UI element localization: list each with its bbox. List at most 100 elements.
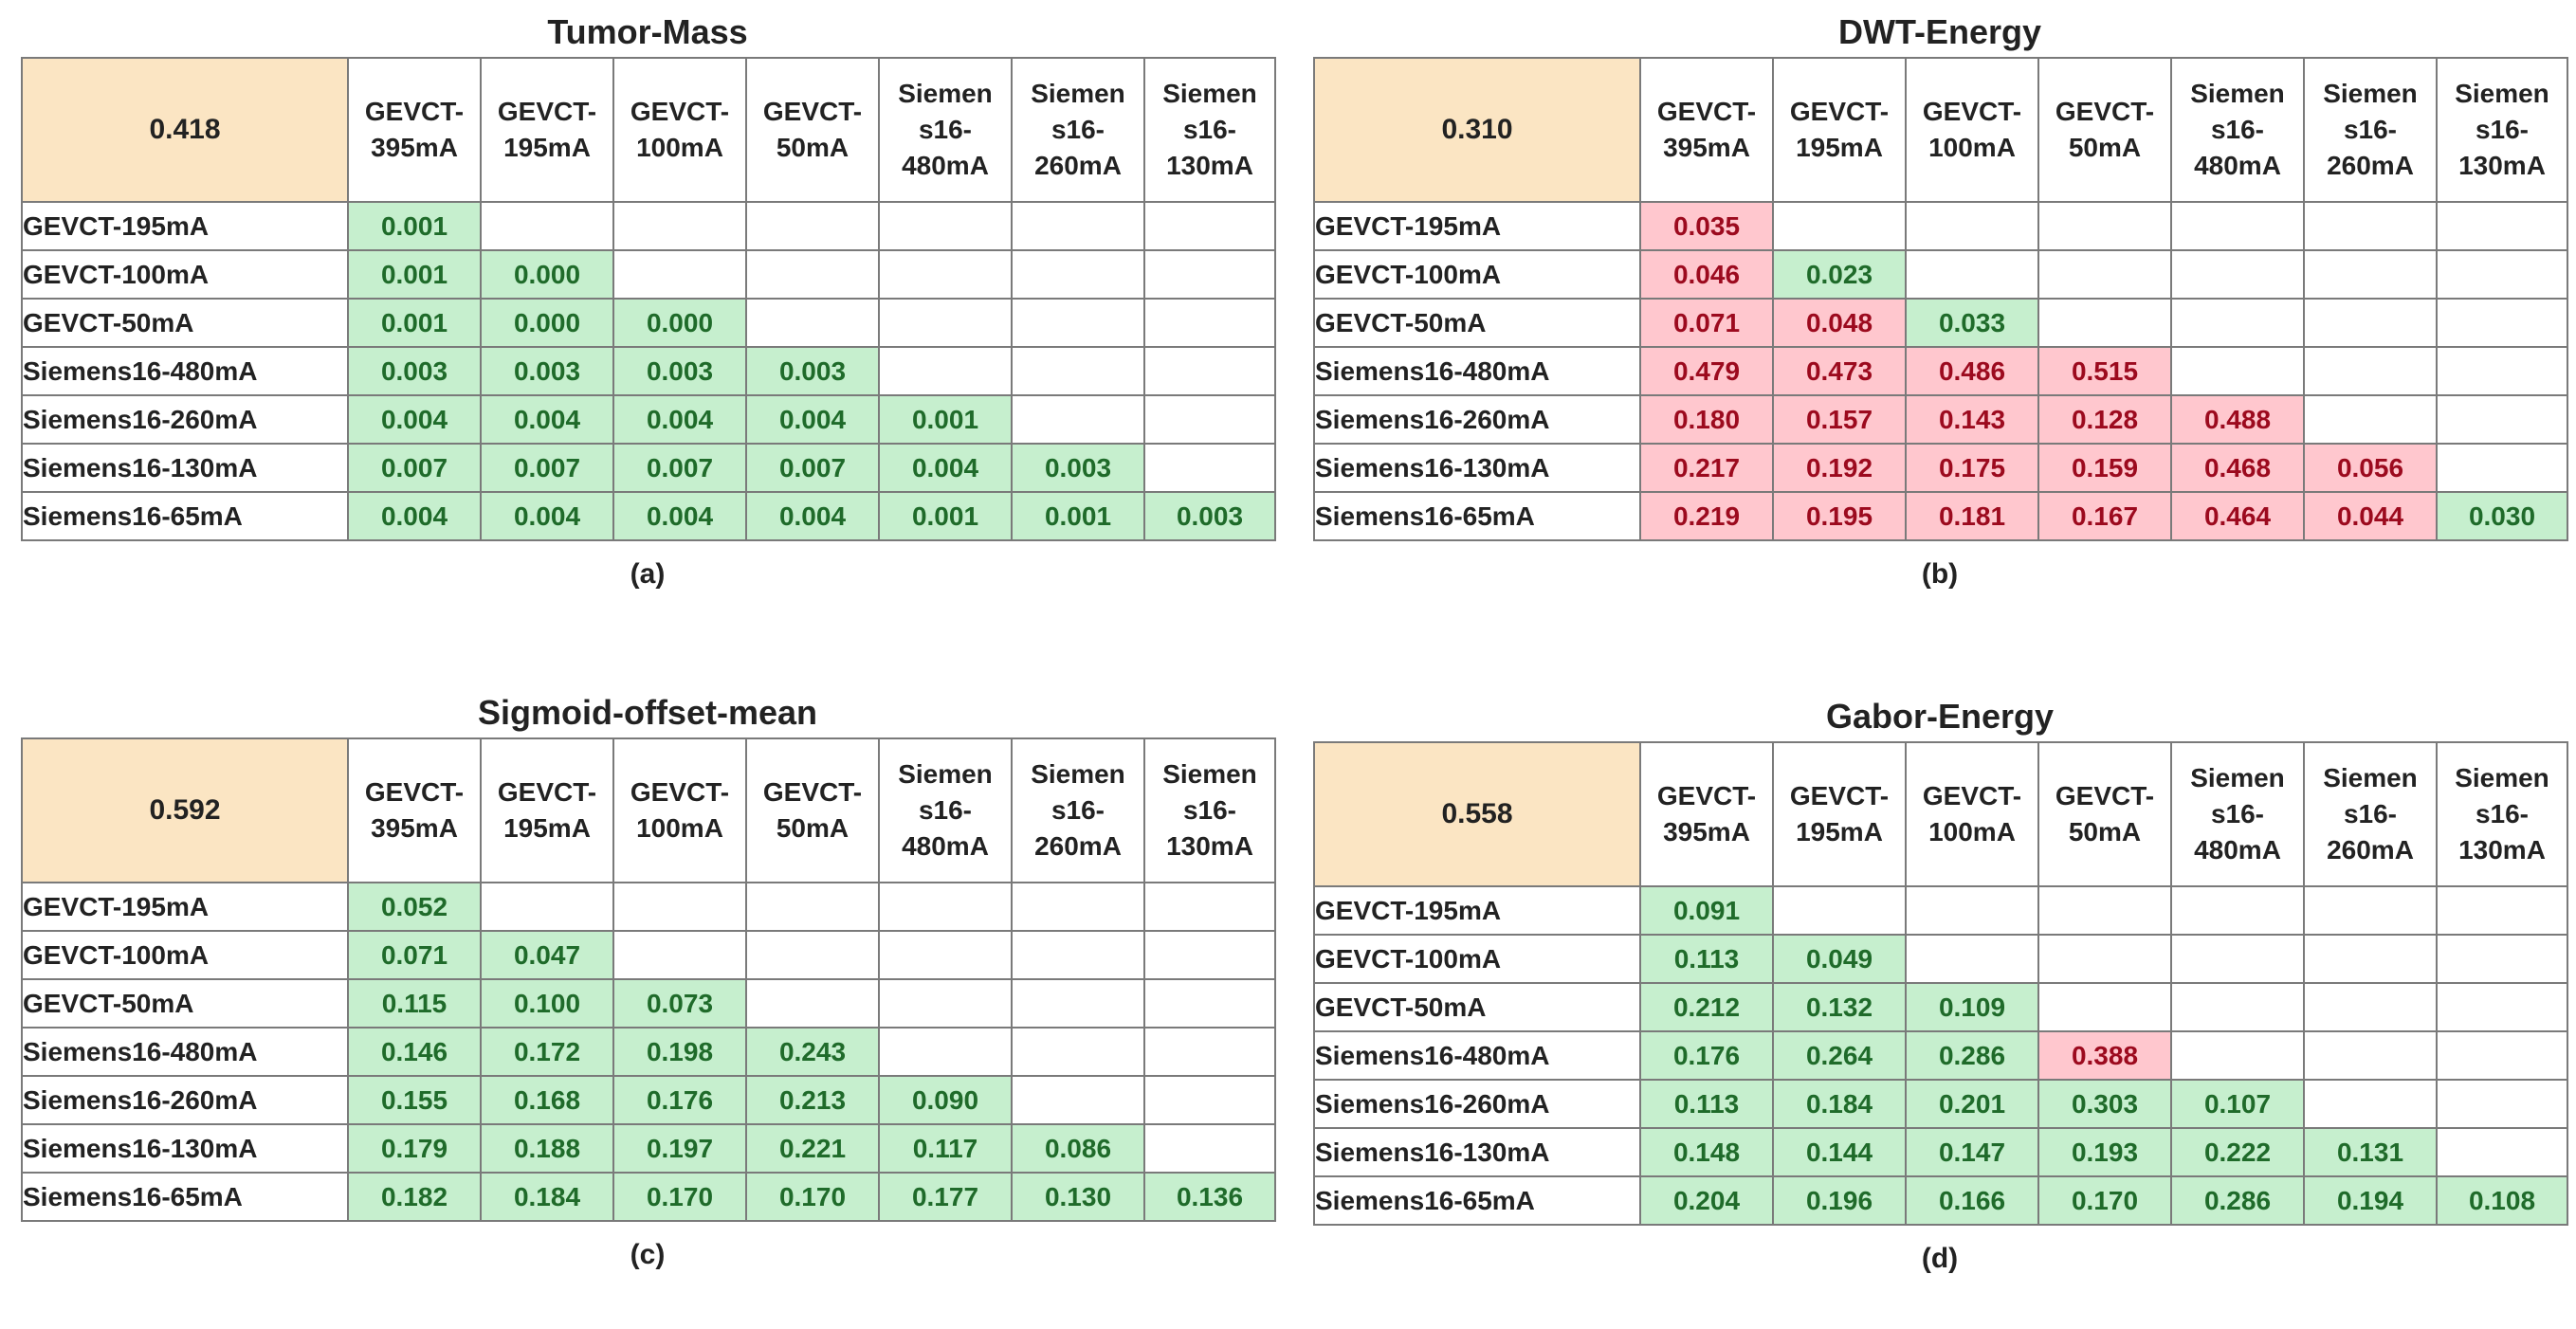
- column-header-line: 50mA: [776, 813, 850, 843]
- value-cell: 0.052: [347, 882, 482, 932]
- column-header: Siemen s16- 260mA: [1011, 57, 1145, 203]
- column-header: GEVCT- 395mA: [347, 57, 482, 203]
- column-header-line: GEVCT-: [364, 777, 465, 807]
- table-row: Siemens16-130mA 0.148 0.144 0.147 0.193 0.222…: [1313, 1127, 2568, 1177]
- row-header: Siemens16-480mA: [21, 1027, 349, 1077]
- empty-cell: [878, 346, 1013, 396]
- value-cell: 0.003: [1143, 491, 1276, 541]
- empty-cell: [480, 201, 614, 251]
- empty-cell: [2436, 934, 2568, 984]
- row-header: GEVCT-50mA: [1313, 298, 1641, 348]
- value-cell: 0.184: [1772, 1079, 1907, 1129]
- column-header-line: GEVCT-: [1789, 97, 1890, 126]
- empty-cell: [1143, 930, 1276, 980]
- column-header: GEVCT- 100mA: [1905, 741, 2039, 887]
- empty-cell: [1143, 978, 1276, 1029]
- column-header-line: 395mA: [1663, 133, 1750, 162]
- empty-cell: [878, 930, 1013, 980]
- value-cell: 0.001: [878, 491, 1013, 541]
- empty-cell: [1011, 394, 1145, 445]
- column-header: GEVCT- 100mA: [612, 737, 747, 883]
- empty-cell: [1011, 1075, 1145, 1125]
- value-cell: 0.198: [612, 1027, 747, 1077]
- empty-cell: [2170, 249, 2305, 300]
- row-header: Siemens16-480mA: [1313, 1030, 1641, 1081]
- empty-cell: [745, 249, 880, 300]
- value-cell: 0.001: [347, 201, 482, 251]
- empty-cell: [2303, 346, 2438, 396]
- column-header-line: GEVCT-: [1656, 97, 1757, 126]
- empty-cell: [878, 978, 1013, 1029]
- empty-cell: [1011, 1027, 1145, 1077]
- value-cell: 0.128: [2037, 394, 2172, 445]
- column-header-line: 130mA: [1166, 151, 1253, 180]
- overall-score-cell: 0.592: [21, 737, 349, 883]
- value-cell: 0.107: [2170, 1079, 2305, 1129]
- value-cell: 0.004: [612, 491, 747, 541]
- column-header-line: 480mA: [2194, 151, 2281, 180]
- value-cell: 0.222: [2170, 1127, 2305, 1177]
- empty-cell: [2303, 1079, 2438, 1129]
- distance-matrix-table: 0.592 GEVCT- 395mA GEVCT- 195mA GEVCT- 100mA GE…: [21, 737, 1276, 1222]
- empty-cell: [1905, 934, 2039, 984]
- empty-cell: [2037, 885, 2172, 936]
- column-header-line: GEVCT-: [1656, 781, 1757, 810]
- empty-cell: [2436, 1079, 2568, 1129]
- empty-cell: [878, 201, 1013, 251]
- panel-title: Sigmoid-offset-mean: [477, 693, 817, 732]
- panel-tumor-mass: Tumor-Mass 0.418 GEVCT- 395mA GEVCT- 195mA GEV…: [21, 8, 1276, 591]
- value-cell: 0.003: [612, 346, 747, 396]
- column-header-line: 130mA: [2458, 151, 2546, 180]
- value-cell: 0.217: [1639, 443, 1774, 493]
- value-cell: 0.182: [347, 1172, 482, 1222]
- empty-cell: [2303, 934, 2438, 984]
- empty-cell: [745, 201, 880, 251]
- value-cell: 0.113: [1639, 934, 1774, 984]
- column-header: Siemen s16- 480mA: [878, 57, 1013, 203]
- column-header: GEVCT- 395mA: [347, 737, 482, 883]
- column-header-line: GEVCT-: [1922, 781, 2022, 810]
- table-row: Siemens16-260mA 0.113 0.184 0.201 0.303 0.107: [1313, 1079, 2568, 1129]
- value-cell: 0.001: [347, 298, 482, 348]
- empty-cell: [2037, 201, 2172, 251]
- distance-matrix-table: 0.418 GEVCT- 395mA GEVCT- 195mA GEVCT- 100mA GE…: [21, 57, 1276, 541]
- value-cell: 0.175: [1905, 443, 2039, 493]
- value-cell: 0.147: [1905, 1127, 2039, 1177]
- row-header: GEVCT-50mA: [21, 978, 349, 1029]
- column-header-line: 260mA: [1034, 151, 1122, 180]
- table-row: GEVCT-100mA 0.001 0.000: [21, 249, 1276, 300]
- empty-cell: [745, 882, 880, 932]
- overall-score-cell: 0.418: [21, 57, 349, 203]
- column-header-line: GEVCT-: [630, 97, 730, 126]
- column-header-line: GEVCT-: [630, 777, 730, 807]
- value-cell: 0.003: [1011, 443, 1145, 493]
- column-header-line: Siemen: [1162, 79, 1257, 108]
- row-header: Siemens16-130mA: [1313, 1127, 1641, 1177]
- value-cell: 0.177: [878, 1172, 1013, 1222]
- value-cell: 0.033: [1905, 298, 2039, 348]
- value-cell: 0.204: [1639, 1175, 1774, 1226]
- panel-caption: (d): [1921, 1243, 1959, 1274]
- value-cell: 0.212: [1639, 982, 1774, 1032]
- column-header-line: 260mA: [1034, 831, 1122, 861]
- value-cell: 0.090: [878, 1075, 1013, 1125]
- column-header: GEVCT- 50mA: [745, 57, 880, 203]
- value-cell: 0.071: [1639, 298, 1774, 348]
- column-header: Siemen s16- 480mA: [2170, 741, 2305, 887]
- row-header: Siemens16-65mA: [1313, 1175, 1641, 1226]
- value-cell: 0.136: [1143, 1172, 1276, 1222]
- row-header: Siemens16-480mA: [1313, 346, 1641, 396]
- table-row: Siemens16-480mA 0.146 0.172 0.198 0.243: [21, 1027, 1276, 1077]
- column-header-line: 130mA: [1166, 831, 1253, 861]
- empty-cell: [2170, 298, 2305, 348]
- panel-sigmoid-offset-mean: Sigmoid-offset-mean 0.592 GEVCT- 395mA GEVCT…: [21, 688, 1276, 1271]
- distance-matrix-table: 0.310 GEVCT- 395mA GEVCT- 195mA GEVCT- 100mA GE…: [1313, 57, 2568, 541]
- empty-cell: [2436, 443, 2568, 493]
- empty-cell: [2436, 394, 2568, 445]
- header-row: 0.592 GEVCT- 395mA GEVCT- 195mA GEVCT- 100mA GE…: [21, 737, 1276, 883]
- value-cell: 0.166: [1905, 1175, 2039, 1226]
- value-cell: 0.157: [1772, 394, 1907, 445]
- column-header-line: GEVCT-: [2055, 97, 2155, 126]
- value-cell: 0.167: [2037, 491, 2172, 541]
- empty-cell: [2436, 982, 2568, 1032]
